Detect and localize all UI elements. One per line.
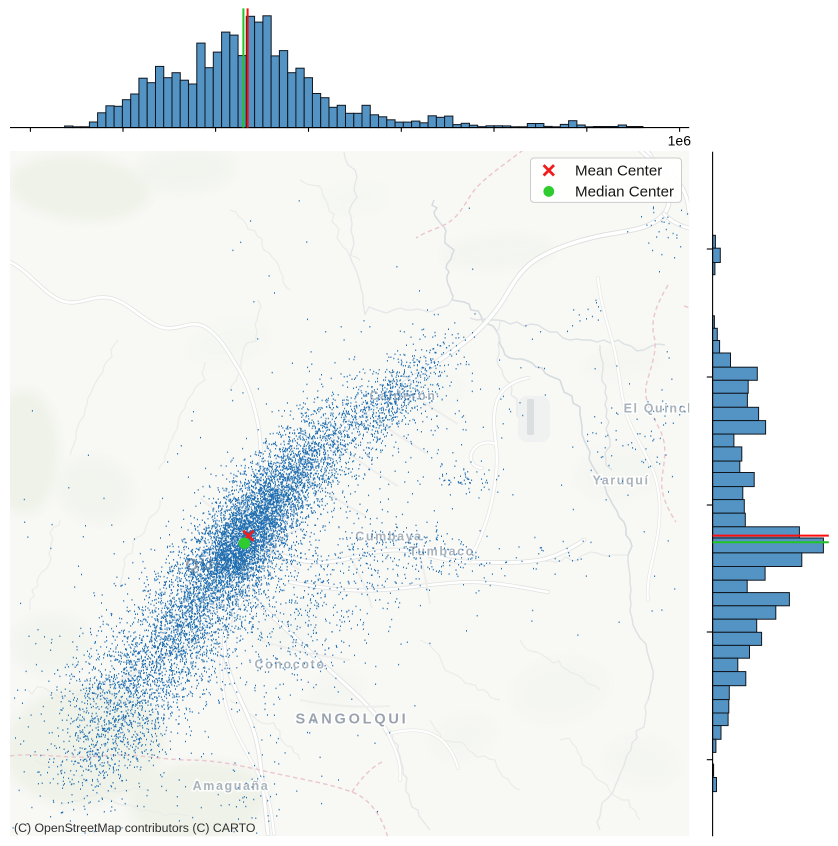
svg-text:SANGOLQUI: SANGOLQUI (295, 712, 408, 728)
svg-text:1e6: 1e6 (668, 133, 692, 149)
svg-text:(C) OpenStreetMap contributors: (C) OpenStreetMap contributors (C) CARTO (14, 821, 255, 835)
svg-text:Yaruquí: Yaruquí (592, 474, 649, 488)
svg-text:Median Center: Median Center (575, 183, 674, 200)
svg-text:Mean Center: Mean Center (575, 162, 662, 179)
svg-text:Amaguaña: Amaguaña (193, 779, 270, 793)
svg-text:Tumbaco: Tumbaco (409, 545, 475, 559)
svg-text:Conocoto: Conocoto (254, 658, 325, 672)
svg-text:El Quinch: El Quinch (624, 402, 697, 416)
svg-text:Cumbaya: Cumbaya (355, 530, 422, 544)
svg-text:Calderón: Calderón (370, 389, 437, 403)
